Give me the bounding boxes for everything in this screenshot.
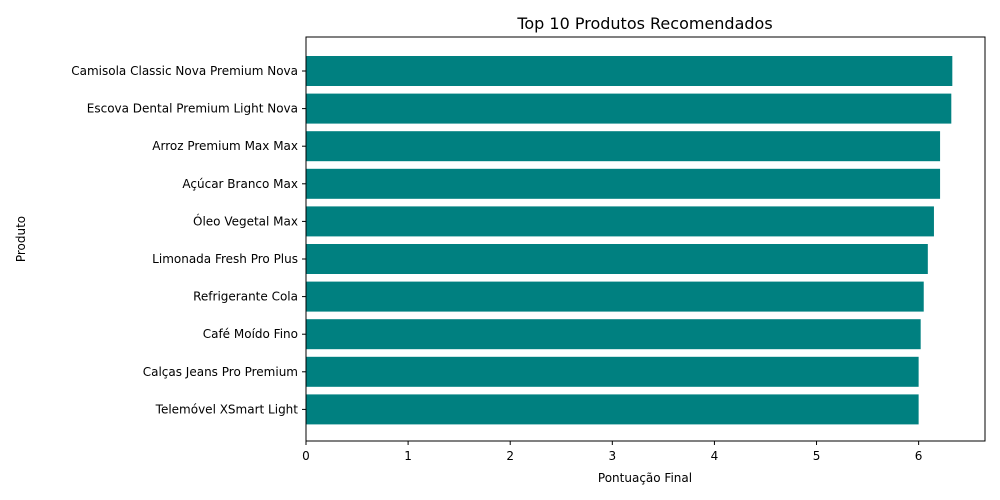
x-tick-label: 0	[302, 449, 310, 463]
bar	[306, 356, 919, 387]
x-tick-label: 3	[608, 449, 616, 463]
x-tick-label: 6	[915, 449, 923, 463]
y-tick-labels: Camisola Classic Nova Premium Nova Escova…	[71, 64, 306, 416]
chart-title: Top 10 Produtos Recomendados	[516, 14, 772, 33]
bar	[306, 394, 919, 425]
y-tick-label: Açúcar Branco Max	[182, 177, 298, 191]
y-tick-label: Escova Dental Premium Light Nova	[87, 102, 298, 116]
y-tick-label: Camisola Classic Nova Premium Nova	[71, 64, 298, 78]
bar	[306, 168, 941, 199]
y-tick-label: Refrigerante Cola	[193, 290, 298, 304]
bar	[306, 206, 934, 237]
bar	[306, 131, 941, 162]
y-axis-label: Produto	[14, 216, 28, 262]
y-tick-label: Limonada Fresh Pro Plus	[152, 252, 298, 266]
x-tick-label: 5	[813, 449, 821, 463]
y-tick-label: Calças Jeans Pro Premium	[143, 365, 298, 379]
bars-group	[306, 56, 953, 425]
bar	[306, 281, 924, 312]
x-axis-label: Pontuação Final	[598, 471, 692, 485]
y-tick-label: Óleo Vegetal Max	[193, 213, 298, 228]
x-tick-label: 4	[711, 449, 719, 463]
x-tick-label: 1	[404, 449, 412, 463]
bar	[306, 319, 921, 350]
bar	[306, 244, 928, 274]
plot-frame	[305, 36, 986, 442]
x-tick-labels: 0 1 2 3 4 5 6	[302, 441, 922, 463]
bar	[306, 93, 952, 124]
y-tick-label: Café Moído Fino	[203, 327, 298, 341]
y-tick-label: Telemóvel XSmart Light	[155, 402, 299, 416]
y-tick-label: Arroz Premium Max Max	[152, 139, 298, 153]
x-tick-label: 2	[506, 449, 514, 463]
bar	[306, 56, 953, 86]
